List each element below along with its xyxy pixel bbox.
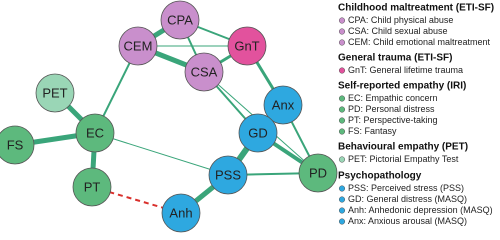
legend-title: Childhood maltreatment (ETI-SF): [338, 3, 494, 14]
node-label: Anx: [272, 97, 295, 112]
legend-bullet: [338, 95, 346, 102]
node: [184, 52, 224, 92]
node-label: Anh: [169, 205, 192, 220]
node: [160, 0, 200, 40]
edge: [94, 132, 229, 176]
legend-item: PT: Perspective-taking: [348, 115, 438, 125]
legend-item: CEM: Child emotional maltreatment: [348, 37, 491, 47]
node-label: PT: [84, 179, 101, 194]
legend-title: General trauma (ETI-SF): [338, 53, 452, 64]
node-label: PD: [309, 165, 327, 180]
node: [227, 26, 267, 66]
node-label: PET: [42, 85, 67, 100]
legend-item: CSA: Child sexual abuse: [348, 26, 448, 36]
legend-item: PD: Personal distress: [348, 104, 435, 114]
legend-item: CPA: Child physical abuse: [348, 15, 453, 25]
node-label: EC: [86, 125, 104, 140]
legend-bullet: [338, 28, 346, 35]
legend-title: Self-reported empathy (IRI): [338, 81, 466, 92]
node-label: CPA: [167, 12, 193, 27]
node: [35, 73, 75, 113]
legend-item: GnT: General lifetime trauma: [348, 65, 463, 75]
legend-bullet: [338, 106, 346, 113]
legend-title: Psychopathology: [338, 171, 422, 182]
legend-item: PSS: Perceived stress (PSS): [348, 183, 464, 193]
legend-bullet: [338, 196, 346, 203]
legend-bullet: [338, 156, 346, 163]
node: [118, 26, 158, 66]
negative-edge: [91, 186, 182, 214]
node-label: CSA: [191, 64, 218, 79]
legend-bullet: [338, 39, 346, 46]
node: [0, 125, 35, 165]
legend-title: Behavioural empathy (PET): [338, 142, 468, 153]
node: [263, 85, 303, 125]
legend-bullet: [338, 128, 346, 135]
node: [72, 167, 112, 207]
node: [75, 113, 115, 153]
node-label: PSS: [215, 167, 241, 182]
node-label: GnT: [234, 38, 259, 53]
legend-bullet: [338, 117, 346, 124]
legend-item: Anh: Anhedonic depression (MASQ): [348, 205, 493, 215]
node: [161, 193, 201, 233]
network-diagram: CPA CEM CSA GnT PET EC FS PT Anx GD PSS PD Anh Child…: [0, 0, 494, 233]
nodes: CPA CEM CSA GnT PET EC FS PT Anx GD PSS PD Anh: [0, 0, 338, 233]
node: [238, 113, 278, 153]
node: [208, 155, 248, 195]
legend-item: GD: General distress (MASQ): [348, 194, 467, 204]
legend: Childhood maltreatment (ETI-SF)CPA: Chil…: [338, 3, 494, 226]
legend-item: PET: Pictorial Empathy Test: [348, 154, 459, 164]
legend-bullet: [338, 17, 346, 24]
legend-bullet: [338, 207, 346, 214]
node: [298, 153, 338, 193]
legend-bullet: [338, 185, 346, 192]
legend-bullet: [338, 67, 346, 74]
node-label: CEM: [124, 38, 153, 53]
legend-item: EC: Empathic concern: [348, 93, 438, 103]
node-label: FS: [7, 137, 24, 152]
legend-item: FS: Fantasy: [348, 126, 397, 136]
legend-bullet: [338, 218, 346, 225]
legend-item: Anx: Anxious arousal (MASQ): [348, 216, 467, 226]
node-label: GD: [248, 125, 268, 140]
